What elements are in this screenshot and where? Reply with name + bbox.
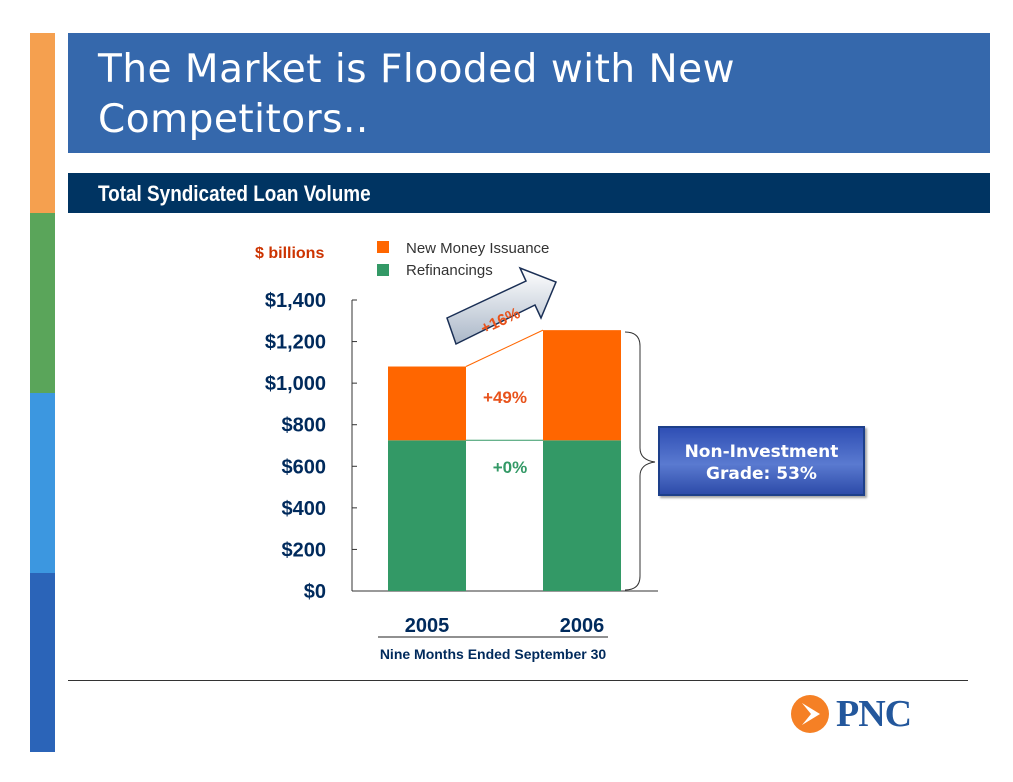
legend-label-new-money: New Money Issuance	[406, 240, 549, 257]
x-category-label: 2005	[405, 615, 450, 637]
growth-arrow-icon	[446, 266, 557, 346]
y-tick-label: $200	[282, 539, 327, 561]
y-tick-label: $400	[282, 498, 327, 520]
refinancing-growth-label: +0%	[493, 458, 528, 477]
pnc-logo: PNC	[790, 692, 912, 736]
side-bar-dark-blue	[30, 573, 55, 752]
pnc-logo-text: PNC	[836, 693, 912, 735]
chart-subtitle-text: Total Syndicated Loan Volume	[98, 181, 371, 206]
slide-title: The Market is Flooded with New Competito…	[68, 33, 990, 153]
x-axis-label: Nine Months Ended September 30	[380, 646, 607, 662]
bar-refinancings-2005	[388, 440, 466, 591]
unit-label: $ billions	[255, 245, 324, 262]
slide-title-line-1: The Market is Flooded with New	[98, 47, 736, 92]
y-tick-label: $1,000	[265, 373, 326, 395]
callout-line-1: Non-Investment	[684, 442, 839, 462]
side-bar-orange	[30, 33, 55, 213]
brace-icon	[624, 331, 656, 591]
legend-swatch-new-money	[377, 241, 389, 253]
non-investment-grade-callout: Non-Investment Grade: 53%	[658, 426, 865, 496]
side-bar-green	[30, 213, 55, 393]
y-tick-label: $600	[282, 456, 327, 478]
y-tick-label: $1,200	[265, 332, 326, 354]
x-category-label: 2006	[560, 615, 605, 637]
chart-subtitle: Total Syndicated Loan Volume	[68, 173, 990, 213]
y-tick-label: $800	[282, 415, 327, 437]
footer-divider	[68, 680, 968, 681]
legend-swatch-refinancings	[377, 264, 389, 276]
slide-title-line-2: Competitors..	[98, 97, 369, 142]
legend-label-refinancings: Refinancings	[406, 262, 493, 279]
bar-new-money-issuance-2005	[388, 366, 466, 441]
side-bar-light-blue	[30, 393, 55, 573]
bar-new-money-issuance-2006	[543, 330, 621, 441]
bar-refinancings-2006	[543, 440, 621, 591]
total-connector-line	[465, 329, 544, 367]
pnc-logo-icon	[791, 695, 829, 733]
y-tick-label: $0	[304, 581, 326, 603]
new-money-growth-label: +49%	[483, 388, 527, 407]
y-tick-label: $1,400	[265, 290, 326, 312]
callout-line-2: Grade: 53%	[706, 464, 817, 484]
